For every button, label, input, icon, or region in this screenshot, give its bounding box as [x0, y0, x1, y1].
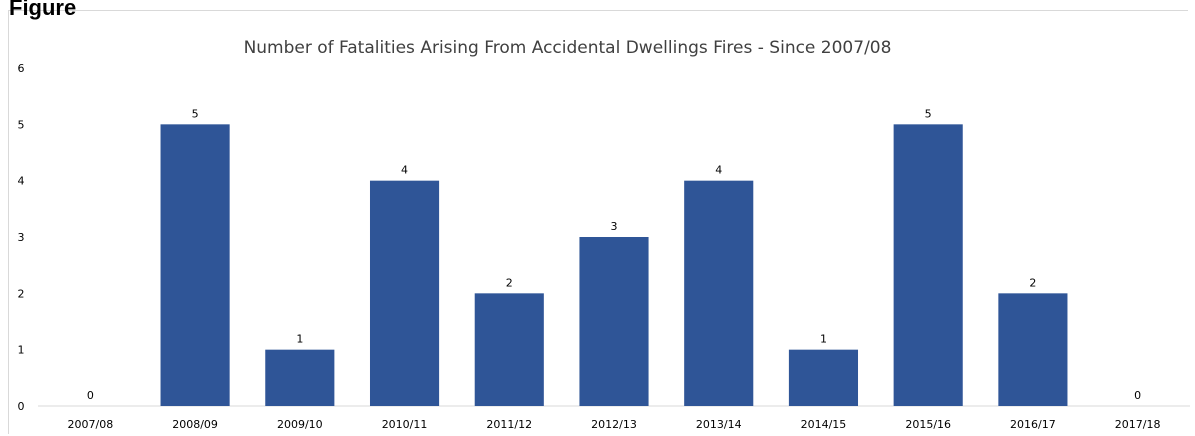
x-tick-label: 2009/10	[277, 418, 323, 431]
chart-title: Number of Fatalities Arising From Accide…	[243, 38, 892, 58]
data-label: 3	[611, 220, 618, 233]
y-tick-label: 1	[18, 344, 25, 357]
bar	[579, 237, 649, 406]
data-label: 5	[925, 107, 932, 120]
x-tick-label: 2011/12	[486, 418, 532, 431]
x-tick-label: 2014/15	[801, 418, 847, 431]
x-tick-label: 2013/14	[696, 418, 742, 431]
data-label: 2	[1029, 276, 1036, 289]
y-tick-label: 4	[18, 175, 25, 188]
y-tick-label: 5	[18, 118, 25, 131]
y-tick-label: 6	[18, 62, 25, 75]
data-label: 5	[192, 107, 199, 120]
data-label: 0	[1134, 389, 1141, 402]
x-tick-label: 2008/09	[172, 418, 218, 431]
bar	[893, 124, 963, 406]
bar	[160, 124, 230, 406]
x-tick-label: 2015/16	[905, 418, 951, 431]
data-label: 1	[296, 333, 303, 346]
data-label: 4	[715, 164, 722, 177]
x-tick-label: 2010/11	[382, 418, 428, 431]
y-tick-label: 2	[18, 287, 25, 300]
bar	[684, 180, 754, 406]
bar	[474, 293, 544, 406]
x-tick-label: 2007/08	[68, 418, 114, 431]
data-label: 1	[820, 333, 827, 346]
y-tick-label: 0	[18, 400, 25, 413]
x-tick-label: 2017/18	[1115, 418, 1161, 431]
figure-label: Figure	[9, 0, 77, 20]
x-tick-label: 2012/13	[591, 418, 637, 431]
data-label: 4	[401, 164, 408, 177]
chart-frame: Figure	[8, 0, 1188, 434]
bar	[265, 349, 335, 406]
y-tick-label: 3	[18, 231, 25, 244]
data-label: 2	[506, 276, 513, 289]
data-label: 0	[87, 389, 94, 402]
bar	[998, 293, 1068, 406]
bar	[369, 180, 440, 406]
x-tick-label: 2016/17	[1010, 418, 1056, 431]
bar	[788, 349, 859, 406]
